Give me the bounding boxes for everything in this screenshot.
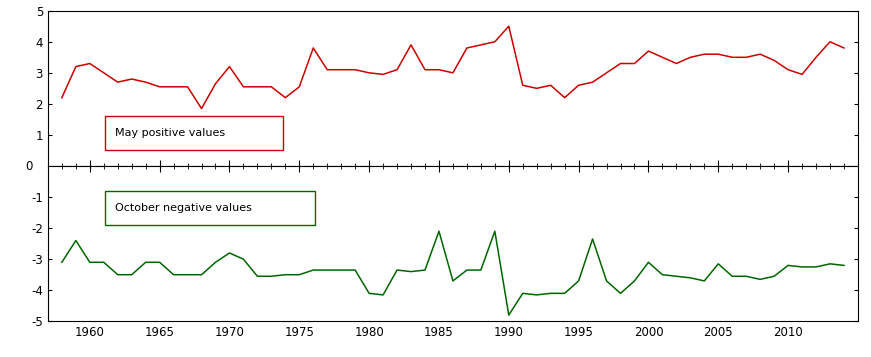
Text: May positive values: May positive values	[115, 129, 226, 139]
Text: October negative values: October negative values	[115, 203, 252, 213]
Text: 0: 0	[25, 160, 32, 172]
Bar	[105, 116, 283, 151]
Bar	[105, 191, 315, 225]
